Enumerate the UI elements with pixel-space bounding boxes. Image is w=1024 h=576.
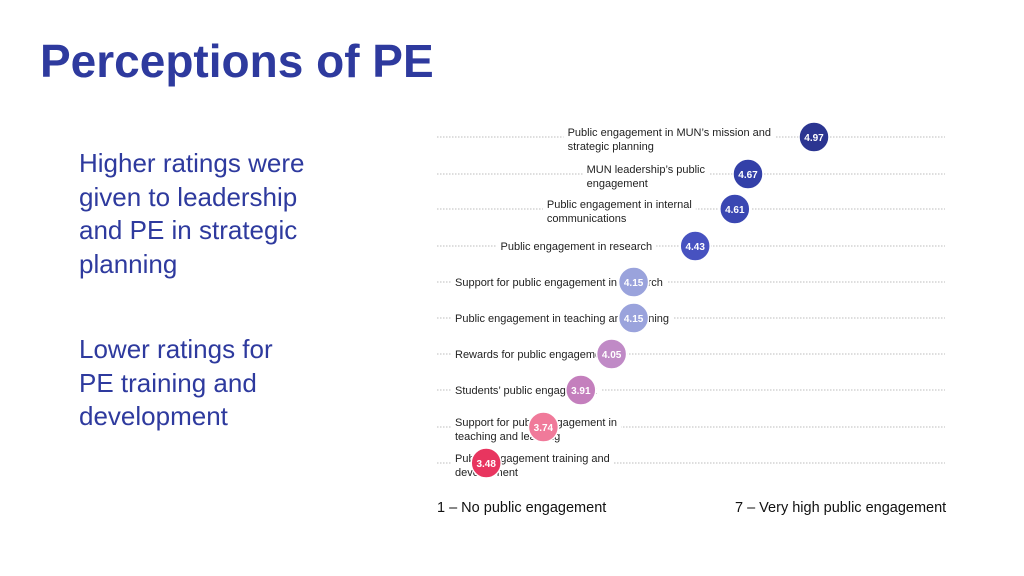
data-point: [470, 447, 502, 479]
category-label-bg: [451, 381, 601, 399]
data-label: 4.15: [624, 278, 644, 289]
data-label: 4.05: [602, 350, 622, 361]
category-label: communications: [547, 213, 627, 225]
category-label-bg: [563, 124, 775, 152]
data-label: 4.43: [685, 242, 705, 253]
data-label: 4.61: [725, 205, 745, 216]
data-label: 4.97: [804, 133, 824, 144]
data-point: [798, 121, 830, 153]
category-label: engagement: [587, 178, 648, 190]
data-point: [617, 266, 650, 298]
category-label: MUN leadership’s public: [587, 164, 706, 176]
data-label: 4.15: [624, 314, 644, 325]
category-label: Rewards for public engagement: [455, 349, 610, 361]
category-label: Public engagement in MUN’s mission and: [568, 127, 771, 139]
data-label: 3.74: [534, 423, 554, 434]
axis-min-label: 1 – No public engagement: [437, 500, 607, 516]
category-label: Public engagement in internal: [547, 199, 692, 211]
category-label-bg: [542, 196, 696, 224]
category-label: strategic planning: [568, 141, 654, 153]
data-point: [527, 411, 560, 443]
category-label-bg: [582, 161, 709, 189]
category-label: Students’ public engagement: [455, 385, 596, 397]
axis-max-label: 7 – Very high public engagement: [735, 500, 947, 516]
page-title: Perceptions of PE: [40, 35, 434, 87]
bullet-higher-ratings: Higher ratings were given to leadership …: [79, 148, 305, 279]
data-point: [719, 193, 751, 225]
data-point: [617, 302, 650, 334]
category-label-bg: [451, 273, 667, 291]
category-label-bg: [451, 309, 674, 327]
data-point: [565, 374, 597, 406]
category-label-bg: [496, 237, 657, 255]
category-label: Public engagement in teaching and learni…: [455, 313, 669, 325]
data-point: [595, 338, 628, 370]
data-point: [732, 158, 764, 190]
category-label: Support for public engagement in researc…: [455, 277, 663, 289]
category-label-bg: [451, 345, 615, 363]
data-label: 3.91: [571, 386, 591, 397]
category-label: Public engagement in research: [501, 241, 653, 253]
data-label: 4.67: [738, 170, 758, 181]
data-point: [679, 230, 711, 262]
bullet-lower-ratings: Lower ratings for PE training and develo…: [79, 334, 273, 431]
data-label: 3.48: [476, 459, 496, 470]
